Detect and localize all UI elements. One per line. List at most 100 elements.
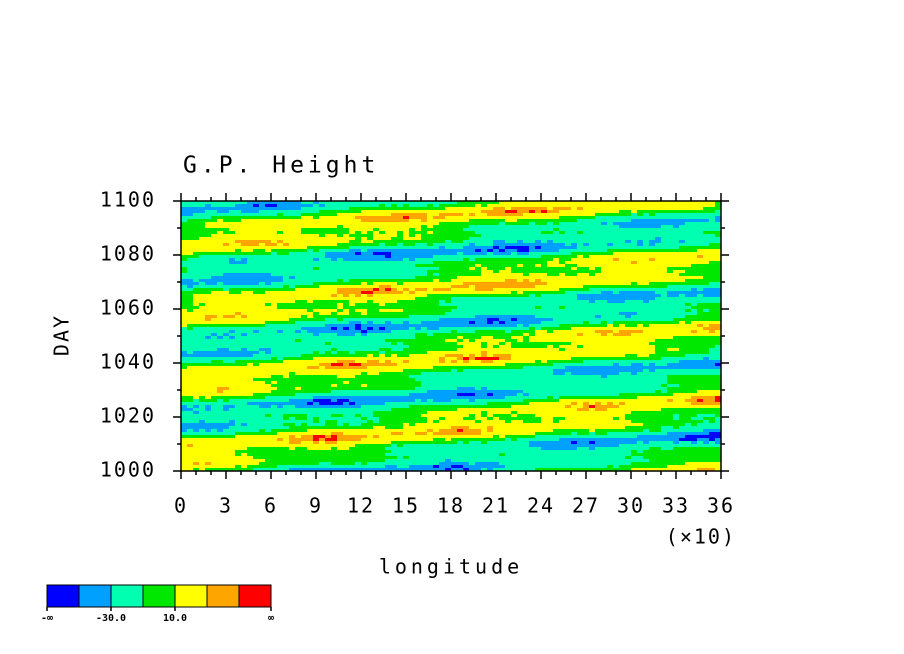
contour-cell xyxy=(493,255,500,259)
contour-cell xyxy=(625,222,632,226)
contour-cell xyxy=(205,228,212,232)
contour-cell xyxy=(391,318,398,322)
contour-cell xyxy=(667,306,674,310)
contour-cell xyxy=(373,261,380,265)
contour-cell xyxy=(379,324,386,328)
contour-cell xyxy=(397,204,404,208)
contour-cell xyxy=(349,336,356,340)
contour-cell xyxy=(217,210,224,214)
contour-cell xyxy=(691,342,698,346)
contour-cell xyxy=(481,360,488,364)
contour-cell xyxy=(601,276,608,280)
contour-cell xyxy=(445,246,452,250)
contour-cell xyxy=(517,330,524,334)
contour-cell xyxy=(331,303,338,307)
contour-cell xyxy=(655,267,662,271)
contour-cell xyxy=(691,330,698,334)
contour-cell xyxy=(397,306,404,310)
contour-cell xyxy=(385,267,392,271)
contour-cell xyxy=(301,204,308,208)
contour-cell xyxy=(463,348,470,352)
contour-cell xyxy=(379,300,386,304)
contour-cell xyxy=(301,210,308,214)
contour-cell xyxy=(343,258,350,262)
contour-cell xyxy=(181,294,188,298)
contour-cell xyxy=(649,345,656,349)
contour-cell xyxy=(583,222,590,226)
contour-cell xyxy=(439,201,446,205)
contour-cell xyxy=(229,243,236,247)
contour-cell xyxy=(421,318,428,322)
contour-cell xyxy=(649,327,656,331)
contour-cell xyxy=(703,330,710,334)
contour-cell xyxy=(379,231,386,235)
contour-cell xyxy=(529,243,536,247)
contour-cell xyxy=(685,264,692,268)
contour-cell xyxy=(565,351,572,355)
contour-cell xyxy=(373,306,380,310)
contour-cell xyxy=(547,333,554,337)
contour-cell xyxy=(559,270,566,274)
contour-cell xyxy=(301,309,308,313)
contour-cell xyxy=(685,336,692,340)
contour-cell xyxy=(589,360,596,364)
contour-cell xyxy=(205,225,212,229)
contour-cell xyxy=(397,207,404,211)
contour-cell xyxy=(403,333,410,337)
contour-cell xyxy=(661,216,668,220)
contour-cell xyxy=(487,339,494,343)
contour-cell xyxy=(487,303,494,307)
contour-cell xyxy=(595,327,602,331)
contour-cell xyxy=(553,345,560,349)
contour-cell xyxy=(463,261,470,265)
contour-cell xyxy=(241,285,248,289)
contour-cell xyxy=(607,312,614,316)
contour-cell xyxy=(451,336,458,340)
contour-cell xyxy=(643,231,650,235)
contour-cell xyxy=(601,207,608,211)
contour-cell xyxy=(547,243,554,247)
contour-cell xyxy=(655,243,662,247)
contour-cell xyxy=(349,255,356,259)
contour-cell xyxy=(547,267,554,271)
contour-cell xyxy=(319,303,326,307)
contour-cell xyxy=(625,330,632,334)
contour-cell xyxy=(601,342,608,346)
contour-cell xyxy=(481,297,488,301)
contour-cell xyxy=(253,225,260,229)
contour-cell xyxy=(505,282,512,286)
contour-cell xyxy=(475,279,482,283)
contour-cell xyxy=(409,264,416,268)
contour-cell xyxy=(349,216,356,220)
contour-cell xyxy=(553,246,560,250)
contour-cell xyxy=(301,357,308,361)
contour-cell xyxy=(697,345,704,349)
contour-cell xyxy=(655,234,662,238)
contour-cell xyxy=(187,270,194,274)
contour-cell xyxy=(205,243,212,247)
contour-cell xyxy=(709,315,716,319)
contour-cell xyxy=(199,261,206,265)
contour-cell xyxy=(487,327,494,331)
contour-cell xyxy=(247,264,254,268)
contour-cell xyxy=(493,318,500,322)
contour-cell xyxy=(391,228,398,232)
contour-cell xyxy=(403,255,410,259)
contour-cell xyxy=(253,309,260,313)
contour-cell xyxy=(241,345,248,349)
contour-cell xyxy=(301,294,308,298)
contour-cell xyxy=(469,282,476,286)
contour-cell xyxy=(409,204,416,208)
contour-cell xyxy=(511,354,518,358)
contour-cell xyxy=(421,354,428,358)
contour-cell xyxy=(211,279,218,283)
contour-cell xyxy=(259,255,266,259)
contour-cell xyxy=(613,282,620,286)
contour-cell xyxy=(637,342,644,346)
contour-cell xyxy=(349,333,356,337)
contour-cell xyxy=(205,282,212,286)
contour-cell xyxy=(241,237,248,241)
contour-cell xyxy=(193,279,200,283)
contour-cell xyxy=(409,357,416,361)
contour-cell xyxy=(487,363,494,367)
